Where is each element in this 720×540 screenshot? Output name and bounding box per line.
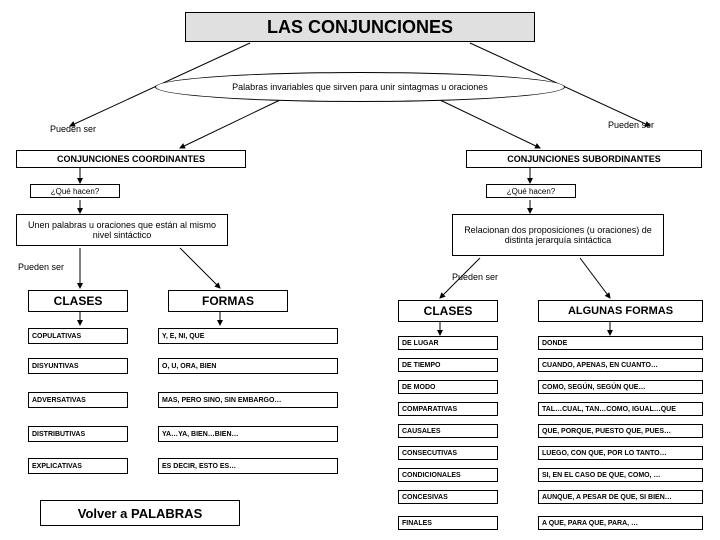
coord-c-0: COPULATIVAS [28, 328, 128, 344]
coord-c-2: ADVERSATIVAS [28, 392, 128, 408]
sub-f-7: AUNQUE, A PESAR DE QUE, SI BIEN… [538, 490, 703, 504]
sub-c-2: DE MODO [398, 380, 498, 394]
sub-que: ¿Qué hacen? [486, 184, 576, 198]
sub-f-2: COMO, SEGÚN, SEGÚN QUE… [538, 380, 703, 394]
coord-c-4: EXPLICATIVAS [28, 458, 128, 474]
coord-que: ¿Qué hacen? [30, 184, 120, 198]
sub-pueden: Pueden ser [452, 272, 498, 282]
coord-title: CONJUNCIONES COORDINANTES [16, 150, 246, 168]
sub-title: CONJUNCIONES SUBORDINANTES [466, 150, 702, 168]
label-pueden-right: Pueden ser [608, 120, 654, 130]
coord-pueden: Pueden ser [18, 262, 64, 272]
sub-formas-h: ALGUNAS FORMAS [538, 300, 703, 322]
sub-f-1: CUANDO, APENAS, EN CUANTO… [538, 358, 703, 372]
coord-desc: Unen palabras u oraciones que están al m… [16, 214, 228, 246]
definition-oval: Palabras invariables que sirven para uni… [155, 72, 565, 102]
coord-f-1: O, U, ORA, BIEN [158, 358, 338, 374]
title-box: LAS CONJUNCIONES [185, 12, 535, 42]
sub-c-6: CONDICIONALES [398, 468, 498, 482]
coord-clases-h: CLASES [28, 290, 128, 312]
sub-f-4: QUE, PORQUE, PUESTO QUE, PUES… [538, 424, 703, 438]
sub-clases-h: CLASES [398, 300, 498, 322]
sub-c-5: CONSECUTIVAS [398, 446, 498, 460]
sub-f-0: DONDE [538, 336, 703, 350]
sub-c-3: COMPARATIVAS [398, 402, 498, 416]
sub-c-8: FINALES [398, 516, 498, 530]
sub-c-4: CAUSALES [398, 424, 498, 438]
sub-f-6: SI, EN EL CASO DE QUE, COMO, … [538, 468, 703, 482]
coord-formas-h: FORMAS [168, 290, 288, 312]
coord-c-3: DISTRIBUTIVAS [28, 426, 128, 442]
sub-c-7: CONCESIVAS [398, 490, 498, 504]
sub-f-8: A QUE, PARA QUE, PARA, … [538, 516, 703, 530]
sub-f-5: LUEGO, CON QUE, POR LO TANTO… [538, 446, 703, 460]
sub-c-0: DE LUGAR [398, 336, 498, 350]
sub-desc: Relacionan dos proposiciones (u oracione… [452, 214, 664, 256]
sub-f-3: TAL…CUAL, TAN…COMO, IGUAL…QUE [538, 402, 703, 416]
coord-f-0: Y, E, NI, QUE [158, 328, 338, 344]
label-pueden-left: Pueden ser [50, 124, 96, 134]
coord-f-4: ES DECIR, ESTO ES… [158, 458, 338, 474]
coord-f-3: YA…YA, BIEN…BIEN… [158, 426, 338, 442]
coord-c-1: DISYUNTIVAS [28, 358, 128, 374]
sub-c-1: DE TIEMPO [398, 358, 498, 372]
back-link[interactable]: Volver a PALABRAS [40, 500, 240, 526]
coord-f-2: MAS, PERO SINO, SIN EMBARGO… [158, 392, 338, 408]
